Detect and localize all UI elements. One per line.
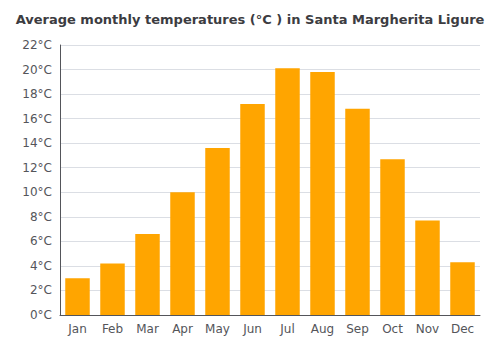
svg-text:8°C: 8°C (30, 210, 52, 224)
svg-text:18°C: 18°C (22, 87, 52, 101)
svg-text:4°C: 4°C (30, 259, 52, 273)
svg-text:Sep: Sep (346, 322, 369, 336)
svg-text:0°C: 0°C (30, 308, 52, 322)
svg-text:12°C: 12°C (22, 161, 52, 175)
svg-text:Dec: Dec (451, 322, 474, 336)
svg-text:May: May (205, 322, 230, 336)
svg-text:6°C: 6°C (30, 234, 52, 248)
svg-text:Oct: Oct (382, 322, 403, 336)
svg-text:Feb: Feb (102, 322, 123, 336)
svg-text:20°C: 20°C (22, 63, 52, 77)
svg-text:Average monthly temperatures (: Average monthly temperatures (°C ) in Sa… (16, 12, 485, 27)
svg-text:Aug: Aug (311, 322, 334, 336)
svg-text:Jun: Jun (242, 322, 262, 336)
svg-text:Apr: Apr (172, 322, 193, 336)
svg-text:2°C: 2°C (30, 283, 52, 297)
svg-text:Mar: Mar (136, 322, 159, 336)
svg-text:Jul: Jul (279, 322, 294, 336)
svg-text:10°C: 10°C (22, 185, 52, 199)
svg-text:16°C: 16°C (22, 112, 52, 126)
svg-text:Jan: Jan (67, 322, 87, 336)
svg-text:Nov: Nov (416, 322, 439, 336)
svg-text:14°C: 14°C (22, 136, 52, 150)
svg-text:22°C: 22°C (22, 38, 52, 52)
